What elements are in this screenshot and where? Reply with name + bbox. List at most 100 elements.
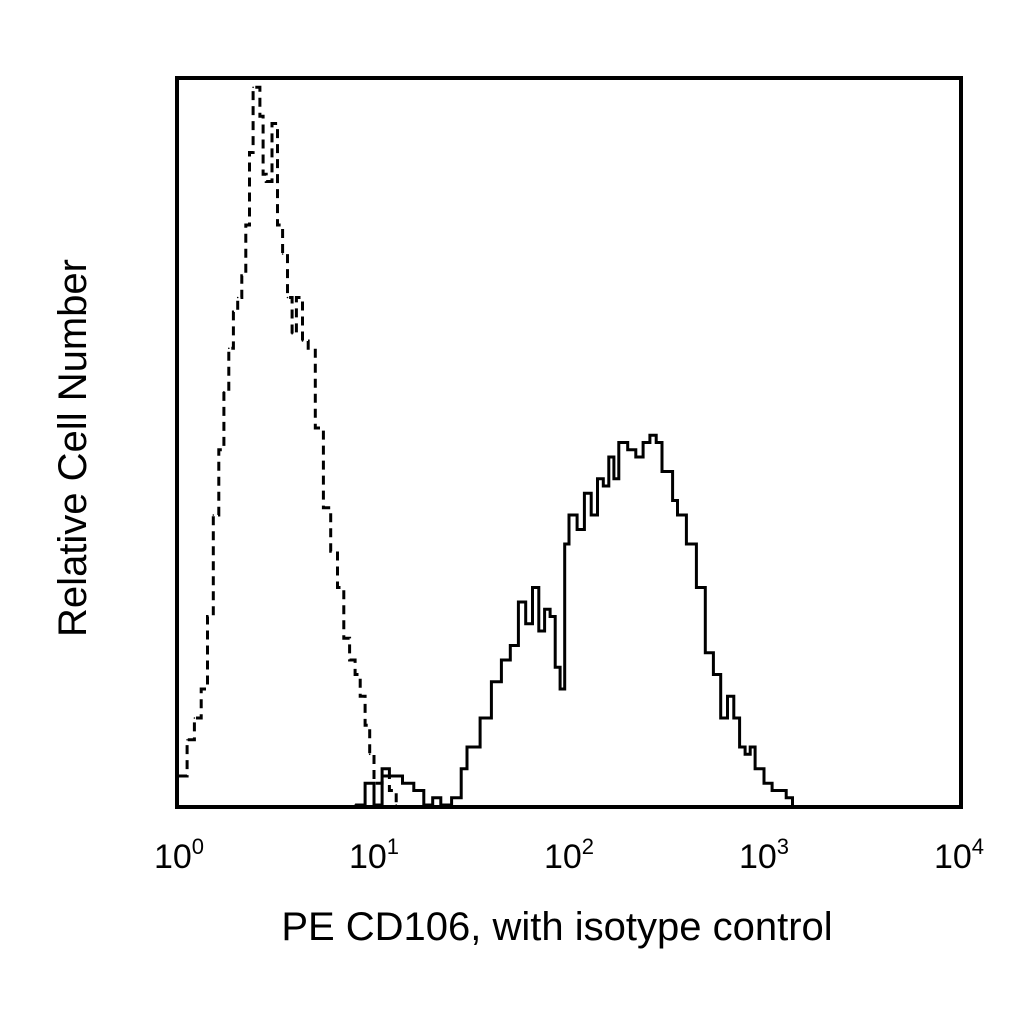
data-point — [413, 789, 415, 792]
data-point — [381, 768, 383, 770]
data-point — [450, 797, 453, 799]
x-tick-label: 102 — [544, 834, 594, 876]
series-line-solid — [355, 433, 794, 807]
data-point — [359, 695, 362, 698]
data-point — [754, 768, 756, 770]
data-point — [744, 753, 746, 756]
data-point — [785, 797, 787, 799]
tick-exponent: 4 — [972, 834, 984, 859]
data-point — [649, 434, 651, 437]
tick-base: 10 — [544, 838, 582, 876]
x-tick-labels: 100 101 102 103 104 — [154, 834, 984, 876]
data-point — [576, 528, 578, 531]
data-point — [608, 456, 610, 458]
data-point — [336, 586, 339, 589]
data-point — [538, 630, 540, 632]
data-point — [388, 789, 391, 792]
plot-frame — [175, 76, 963, 809]
data-point — [186, 739, 188, 741]
data-point — [348, 659, 351, 661]
data-point — [262, 173, 264, 176]
data-point — [466, 746, 468, 748]
data-point — [749, 746, 751, 748]
data-point — [388, 775, 391, 777]
data-point — [596, 478, 599, 480]
data-point — [517, 601, 520, 603]
data-point — [218, 449, 220, 451]
data-point — [602, 485, 605, 487]
data-point — [543, 608, 546, 611]
data-point — [613, 478, 615, 480]
data-point — [719, 717, 722, 719]
tick-base: 10 — [349, 838, 387, 876]
data-point — [301, 340, 304, 342]
data-point — [431, 797, 434, 799]
data-point — [193, 717, 196, 719]
data-point — [531, 586, 534, 589]
data-point — [286, 296, 289, 299]
tick-exponent: 2 — [582, 834, 594, 859]
data-point — [364, 724, 366, 727]
data-point — [771, 789, 773, 792]
data-point — [704, 652, 707, 654]
data-point — [712, 673, 715, 676]
data-point — [726, 695, 729, 698]
data-point — [252, 86, 254, 89]
tick-exponent: 0 — [192, 834, 204, 859]
data-point — [655, 441, 657, 444]
data-point — [368, 753, 371, 756]
data-point — [401, 782, 404, 785]
data-point — [509, 644, 512, 647]
data-point — [232, 311, 235, 313]
series-line-dashed — [179, 85, 398, 805]
data-point — [364, 782, 366, 785]
data-point — [661, 470, 663, 473]
tick-base: 10 — [934, 838, 972, 876]
data-point — [733, 717, 735, 719]
data-point — [281, 253, 284, 255]
data-point — [255, 86, 258, 89]
y-axis-label: Relative Cell Number — [51, 259, 95, 637]
x-tick-label: 103 — [739, 834, 789, 876]
data-point — [343, 637, 345, 640]
data-point — [479, 717, 481, 719]
tick-base: 10 — [154, 838, 192, 876]
data-point — [259, 115, 261, 118]
x-axis-label: PE CD106, with isotype control — [281, 905, 832, 949]
data-point — [212, 514, 215, 516]
data-point — [460, 768, 463, 770]
data-point — [524, 623, 527, 625]
data-point — [642, 441, 644, 444]
data-point — [758, 768, 761, 770]
data-point — [248, 151, 251, 154]
data-point — [590, 514, 592, 516]
data-point — [738, 746, 741, 748]
data-point — [671, 499, 674, 502]
tick-exponent: 1 — [387, 834, 399, 859]
data-point — [236, 296, 239, 299]
data-point — [322, 507, 325, 509]
series-layer — [178, 85, 794, 807]
data-point — [685, 543, 688, 545]
data-point — [554, 666, 556, 669]
data-point — [291, 333, 293, 335]
data-point — [295, 296, 298, 299]
data-point — [666, 470, 669, 473]
data-point — [626, 449, 629, 451]
x-tick-label: 101 — [349, 834, 399, 876]
data-point — [490, 681, 493, 683]
data-point — [568, 514, 570, 516]
data-point — [500, 659, 503, 661]
data-point — [271, 122, 273, 125]
data-point — [241, 275, 243, 277]
tick-base: 10 — [739, 838, 777, 876]
data-point — [206, 615, 209, 618]
data-point — [329, 550, 332, 553]
data-point — [778, 789, 781, 792]
series-dashed — [178, 85, 398, 806]
data-point — [354, 673, 356, 676]
data-point — [563, 543, 566, 545]
data-point — [265, 180, 268, 183]
